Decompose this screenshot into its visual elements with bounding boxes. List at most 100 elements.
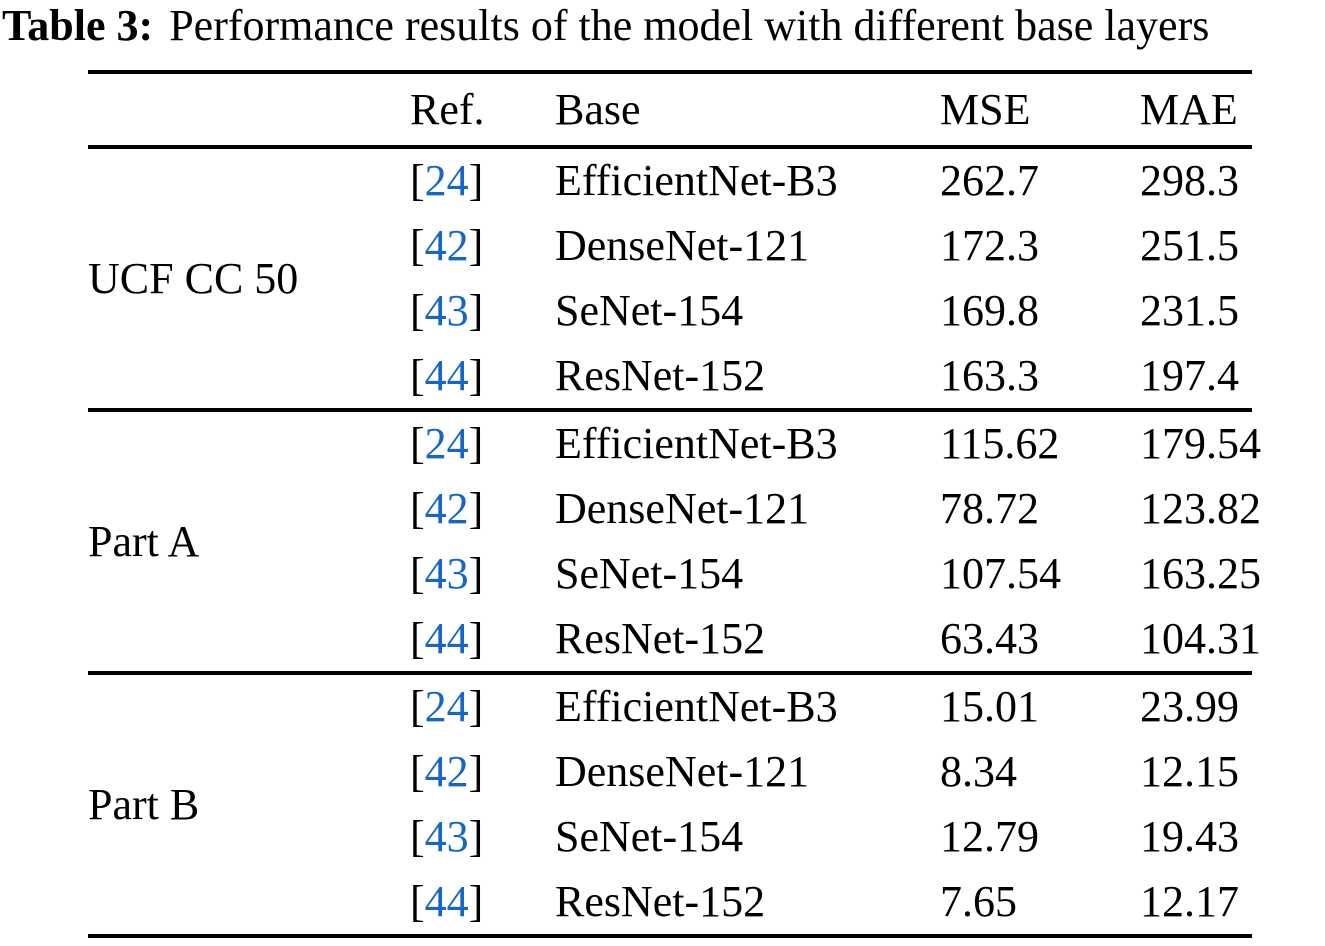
ref-cell: [24]: [410, 685, 555, 729]
mse-cell: 78.72: [940, 484, 1039, 534]
ref-cell: [24]: [410, 159, 555, 203]
base-cell: ResNet-152: [555, 613, 766, 663]
header-mae: MAE: [1140, 84, 1238, 134]
header-base: Base: [555, 84, 641, 134]
bracket: [: [410, 613, 425, 663]
bracket: ]: [468, 613, 484, 663]
bracket: ]: [468, 285, 484, 335]
citation-link[interactable]: 24: [424, 682, 469, 732]
bracket: ]: [468, 484, 484, 534]
base-cell: EfficientNet-B3: [555, 156, 838, 206]
mae-cell: 23.99: [1140, 682, 1239, 732]
mse-cell: 172.3: [940, 221, 1039, 271]
base-cell: DenseNet-121: [555, 747, 810, 797]
base-cell: EfficientNet-B3: [555, 419, 838, 469]
citation-link[interactable]: 43: [424, 811, 469, 861]
citation-link[interactable]: 24: [424, 156, 469, 206]
table-rule-bottom: [88, 934, 1252, 938]
citation-link[interactable]: 24: [424, 419, 469, 469]
bracket: [: [410, 285, 425, 335]
mse-cell: 15.01: [940, 682, 1039, 732]
bracket: [: [410, 156, 425, 206]
mse-cell: 115.62: [940, 419, 1060, 469]
bracket: ]: [468, 548, 484, 598]
mse-cell: 12.79: [940, 811, 1039, 861]
ref-cell: [44]: [410, 613, 555, 663]
table-rule-top: [88, 70, 1252, 74]
mse-cell: 63.43: [940, 613, 1039, 663]
mse-cell: 262.7: [940, 156, 1039, 206]
header-mse: MSE: [940, 84, 1031, 134]
mse-cell: 7.65: [940, 876, 1017, 926]
table-caption-text: Performance results of the model with di…: [169, 1, 1210, 50]
results-table: Ref. Base MSE MAE UCF CC 50 [24] Efficie…: [88, 70, 1261, 938]
citation-link[interactable]: 43: [424, 285, 469, 335]
citation-link[interactable]: 43: [424, 548, 469, 598]
bracket: ]: [468, 221, 484, 271]
table-rule-below-header: [88, 145, 1252, 149]
mse-cell: 107.54: [940, 548, 1061, 598]
ref-cell: [42]: [410, 487, 555, 531]
header-ref: Ref.: [410, 84, 485, 134]
table-rule-group-2: [88, 671, 1252, 675]
bracket: [: [410, 484, 425, 534]
mae-cell: 251.5: [1140, 221, 1239, 271]
ref-cell: [43]: [410, 285, 555, 335]
bracket: [: [410, 221, 425, 271]
bracket: [: [410, 876, 425, 926]
base-cell: SeNet-154: [555, 811, 744, 861]
mae-cell: 197.4: [1140, 350, 1239, 400]
table-caption-label: Table 3:: [2, 1, 154, 50]
bracket: ]: [468, 419, 484, 469]
base-cell: ResNet-152: [555, 350, 766, 400]
dataset-label: Part B: [88, 779, 200, 829]
mse-cell: 169.8: [940, 285, 1039, 335]
bracket: ]: [468, 156, 484, 206]
base-cell: ResNet-152: [555, 876, 766, 926]
citation-link[interactable]: 44: [424, 350, 469, 400]
citation-link[interactable]: 42: [424, 484, 469, 534]
bracket: [: [410, 747, 425, 797]
citation-link[interactable]: 44: [424, 613, 469, 663]
ref-cell: [43]: [410, 548, 555, 598]
mae-cell: 12.15: [1140, 747, 1239, 797]
mae-cell: 104.31: [1140, 613, 1261, 663]
ref-cell: [42]: [410, 750, 555, 794]
bracket: ]: [468, 811, 484, 861]
bracket: ]: [468, 876, 484, 926]
mae-cell: 123.82: [1140, 484, 1261, 534]
bracket: ]: [468, 682, 484, 732]
ref-cell: [44]: [410, 876, 555, 926]
citation-link[interactable]: 44: [424, 876, 469, 926]
mse-cell: 8.34: [940, 747, 1017, 797]
table-rule-group-1: [88, 408, 1252, 412]
mae-cell: 231.5: [1140, 285, 1239, 335]
base-cell: EfficientNet-B3: [555, 682, 838, 732]
bracket: [: [410, 811, 425, 861]
ref-cell: [24]: [410, 422, 555, 466]
citation-link[interactable]: 42: [424, 221, 469, 271]
mae-cell: 19.43: [1140, 811, 1239, 861]
mae-cell: 12.17: [1140, 876, 1239, 926]
bracket: [: [410, 682, 425, 732]
mae-cell: 179.54: [1140, 419, 1261, 469]
table-group-ucf-cc-50: UCF CC 50 [24] EfficientNet-B3 262.7 298…: [88, 149, 1252, 408]
base-cell: DenseNet-121: [555, 484, 810, 534]
bracket: ]: [468, 350, 484, 400]
mae-cell: 298.3: [1140, 156, 1239, 206]
base-cell: SeNet-154: [555, 548, 744, 598]
table-group-part-b: Part B [24] EfficientNet-B3 15.01 23.99 …: [88, 675, 1252, 934]
bracket: [: [410, 548, 425, 598]
ref-cell: [42]: [410, 224, 555, 268]
citation-link[interactable]: 42: [424, 747, 469, 797]
bracket: [: [410, 419, 425, 469]
bracket: [: [410, 350, 425, 400]
ref-cell: [44]: [410, 350, 555, 400]
table-group-part-a: Part A [24] EfficientNet-B3 115.62 179.5…: [88, 412, 1261, 671]
table-caption: Table 3: Performance results of the model…: [2, 1, 1325, 50]
dataset-label: UCF CC 50: [88, 253, 299, 303]
ref-cell: [43]: [410, 811, 555, 861]
bracket: ]: [468, 747, 484, 797]
base-cell: DenseNet-121: [555, 221, 810, 271]
